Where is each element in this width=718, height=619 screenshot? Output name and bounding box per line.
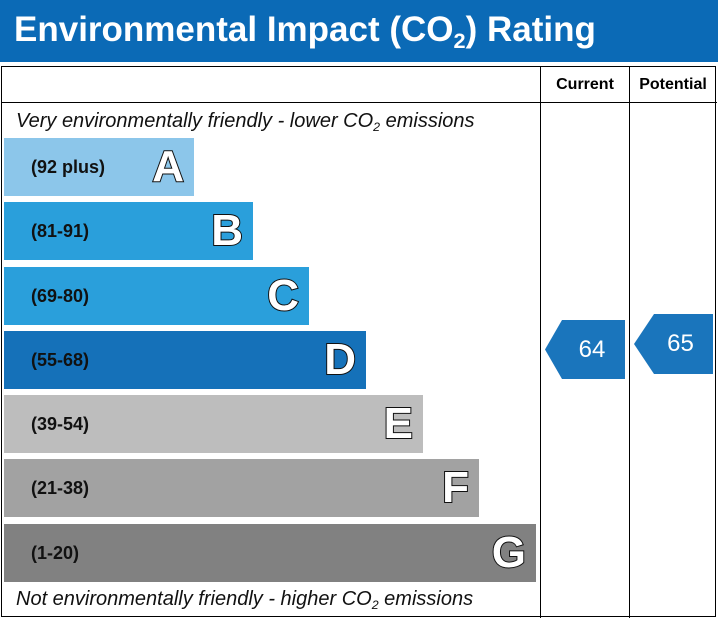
- page-title: Environmental Impact (CO2) Rating: [14, 9, 596, 51]
- band-d-range: (55-68): [31, 350, 90, 370]
- rating-frame: Current Potential Very environmentally f…: [1, 66, 717, 618]
- current-arrow-shape: [545, 320, 625, 379]
- potential-rating-arrow: 65: [634, 314, 713, 374]
- potential-arrow-polygon: [634, 314, 713, 374]
- header-banner: Environmental Impact (CO2) Rating: [0, 0, 718, 62]
- band-g: (1-20) G: [4, 524, 536, 582]
- bottom-note-before: Not environmentally friendly - higher CO: [16, 588, 372, 610]
- band-g-letter: G: [491, 527, 527, 578]
- band-g-range: (1-20): [31, 543, 80, 563]
- band-f: (21-38) F: [4, 459, 479, 517]
- potential-column-divider: [629, 67, 630, 618]
- header-divider: [2, 102, 717, 103]
- current-arrow-polygon: [545, 320, 625, 379]
- band-d-letter: D: [323, 334, 357, 385]
- band-b: (81-91) B: [4, 202, 253, 260]
- top-note-before: Very environmentally friendly - lower CO: [16, 110, 374, 132]
- top-note-subscript: 2: [373, 119, 381, 134]
- bottom-note-subscript: 2: [371, 597, 379, 612]
- band-a: (92 plus) A: [4, 138, 194, 196]
- title-text-before: Environmental Impact (CO: [14, 10, 454, 49]
- bottom-note-after: emissions: [378, 588, 474, 610]
- band-e-letter: E: [383, 398, 414, 449]
- band-c-letter: C: [266, 270, 300, 321]
- potential-arrow-shape: [634, 314, 713, 374]
- title-text-after: ) Rating: [465, 10, 596, 49]
- band-a-range: (92 plus): [31, 157, 106, 177]
- band-e-range: (39-54): [31, 414, 90, 434]
- band-d: (55-68) D: [4, 331, 366, 389]
- top-note: Very environmentally friendly - lower CO…: [16, 109, 475, 133]
- band-e: (39-54) E: [4, 395, 423, 453]
- band-c: (69-80) C: [4, 267, 309, 325]
- title-subscript: 2: [453, 27, 466, 53]
- potential-rating-value: 65: [667, 330, 694, 357]
- band-f-range: (21-38): [31, 478, 90, 498]
- band-b-letter: B: [210, 205, 244, 256]
- current-rating-value: 64: [578, 335, 606, 363]
- top-note-after: emissions: [380, 110, 475, 132]
- potential-column-header: Potential: [639, 76, 707, 93]
- band-c-range: (69-80): [31, 286, 90, 306]
- band-a-letter: A: [151, 141, 185, 192]
- bottom-note: Not environmentally friendly - higher CO…: [16, 587, 473, 611]
- current-column-divider: [540, 67, 541, 618]
- band-b-range: (81-91): [31, 221, 90, 241]
- band-f-letter: F: [441, 462, 470, 513]
- current-rating-arrow: 64: [545, 320, 625, 379]
- current-column-header: Current: [556, 76, 614, 93]
